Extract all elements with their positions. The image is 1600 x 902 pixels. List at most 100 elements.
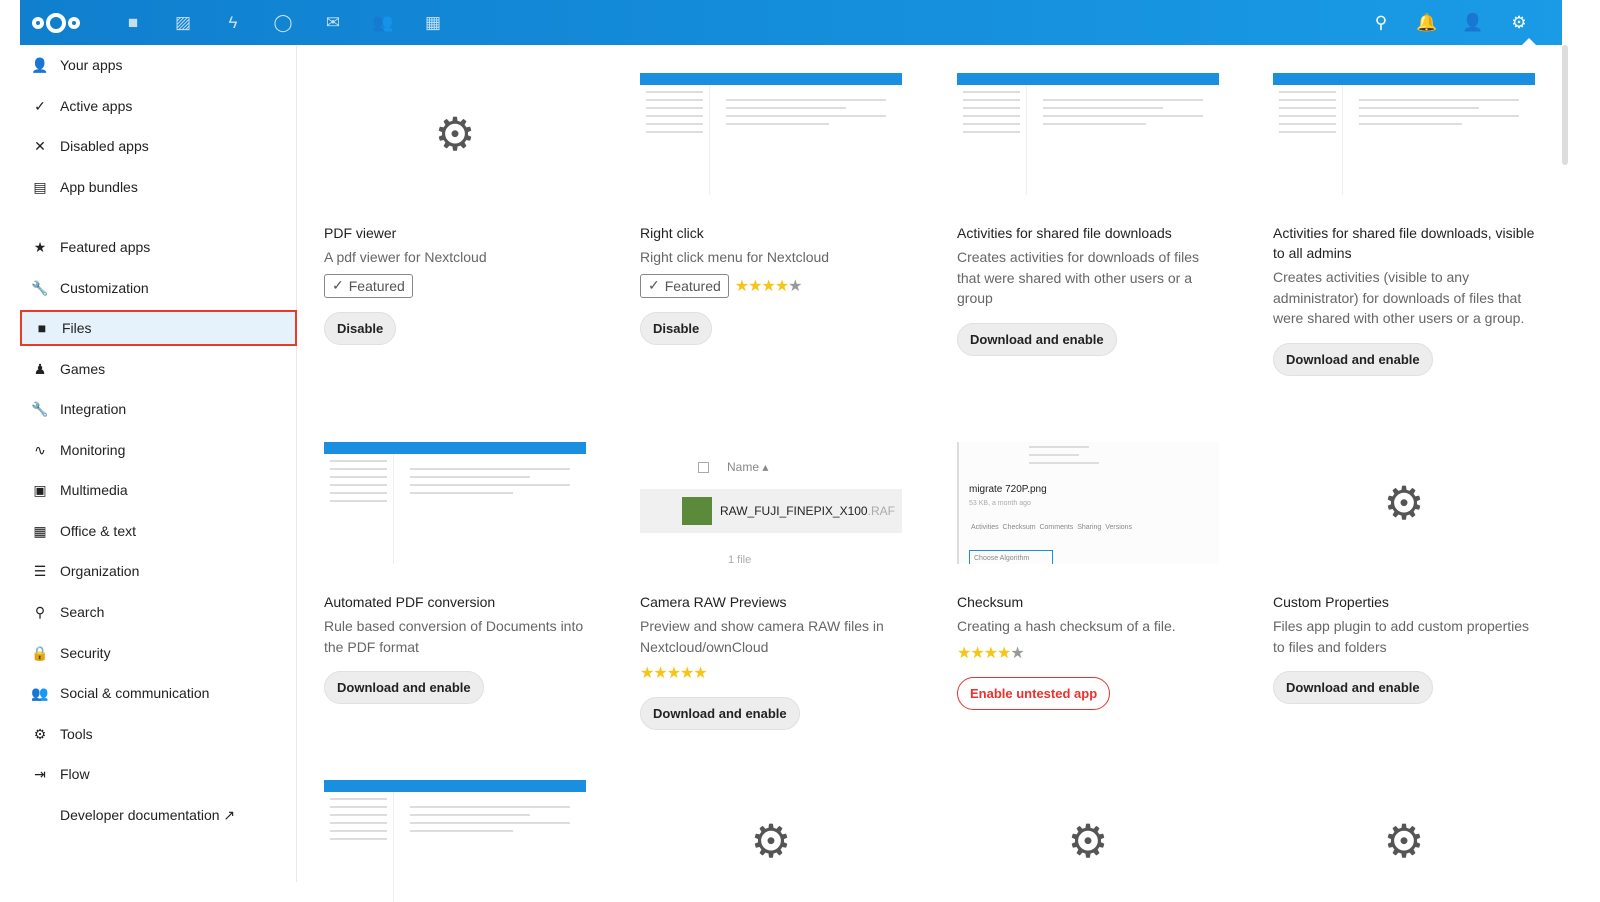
sidebar-item-label: Search [60, 604, 105, 620]
sidebar-item-label: Security [60, 645, 111, 661]
sidebar-item-developer-documentation[interactable]: Developer documentation ↗ [20, 797, 297, 833]
sidebar-item-featured-apps[interactable]: ★ Featured apps [20, 229, 297, 265]
user-icon: 👤 [31, 56, 49, 73]
app-card: ⚙ [957, 780, 1219, 902]
app-description: Creates activities for downloads of file… [957, 249, 1199, 306]
download-enable-button[interactable]: Download and enable [957, 322, 1117, 356]
sidebar-item-label: Featured apps [60, 239, 151, 255]
app-title[interactable]: Activities for shared file downloads [957, 225, 1172, 241]
app-card: ⚙ [1273, 780, 1535, 902]
image-icon: ▣ [33, 481, 47, 498]
app-screenshot: migrate 720P.png 53 KB, a month ago Acti… [957, 442, 1219, 564]
file-name: RAW_FUJI_FINEPIX_X100 [720, 504, 868, 518]
featured-label: Featured [348, 277, 405, 294]
pulse-icon: ∿ [34, 441, 46, 458]
active-caret [1522, 38, 1536, 45]
nextcloud-logo[interactable] [32, 9, 90, 37]
enable-untested-button[interactable]: Enable untested app [957, 676, 1111, 710]
contacts-menu-icon[interactable]: 👤 [1462, 12, 1484, 32]
close-icon: ✕ [34, 137, 46, 154]
sidebar-item-label: Tools [60, 726, 93, 742]
app-card: migrate 720P.png 53 KB, a month ago Acti… [957, 442, 1219, 710]
contacts-icon[interactable]: 👥 [372, 12, 394, 32]
sidebar-tabs: Activities Checksum Comments Sharing Ver… [971, 524, 1133, 531]
sidebar-item-label: Multimedia [60, 482, 128, 498]
app-title[interactable]: Automated PDF conversion [324, 594, 496, 610]
sidebar-item-multimedia[interactable]: ▣ Multimedia [20, 472, 297, 508]
sidebar-item-flow[interactable]: ⇥ Flow [20, 756, 297, 792]
app-rating: ★★★★★ [640, 665, 708, 682]
mail-icon[interactable]: ✉ [325, 12, 341, 32]
column-name: Name [727, 460, 760, 474]
download-enable-button[interactable]: Download and enable [324, 671, 484, 704]
star-icon: ★ [33, 238, 47, 255]
gear-icon: ⚙ [33, 725, 47, 742]
app-rating: ★★★★★ [734, 277, 803, 295]
sidebar-item-search[interactable]: ⚲ Search [20, 594, 297, 630]
sidebar-item-tools[interactable]: ⚙ Tools [20, 716, 297, 752]
sidebar-item-office-text[interactable]: ▦ Office & text [20, 513, 297, 549]
disable-button[interactable]: Disable [640, 311, 713, 345]
app-title[interactable]: Checksum [957, 594, 1024, 610]
download-enable-button[interactable]: Download and enable [1273, 671, 1433, 704]
calendar-icon[interactable]: ▦ [424, 12, 442, 32]
sidebar-item-label: Your apps [60, 57, 123, 73]
sidebar-item-label: Developer documentation ↗ [60, 806, 236, 823]
sidebar-item-security[interactable]: 🔒 Security [20, 635, 297, 671]
scrollbar[interactable] [1562, 45, 1568, 165]
sidebar-item-label: App bundles [60, 179, 138, 195]
disable-button[interactable]: Disable [324, 311, 397, 345]
search-icon[interactable]: ⚲ [1374, 12, 1388, 32]
app-card: Activities for shared file downloads, vi… [1273, 73, 1535, 376]
sidebar-item-app-bundles[interactable]: ▤ App bundles [20, 169, 297, 205]
app-description: Right click menu for Nextcloud [640, 249, 830, 265]
sidebar-item-label: Social & communication [60, 685, 210, 701]
app-description: Files app plugin to add custom propertie… [1273, 618, 1530, 655]
sidebar-item-social-communication[interactable]: 👥 Social & communication [20, 675, 297, 711]
file-name: migrate 720P.png [969, 484, 1047, 495]
app-screenshot [957, 73, 1219, 195]
app-title[interactable]: Camera RAW Previews [640, 594, 787, 610]
search-icon: ⚲ [34, 603, 46, 620]
sidebar-item-organization[interactable]: ☰ Organization [20, 553, 297, 589]
file-ext: .RAF [867, 504, 895, 518]
sidebar-item-your-apps[interactable]: 👤 Your apps [20, 47, 297, 83]
app-description: Creates activities (visible to any admin… [1273, 269, 1525, 326]
app-screenshot [640, 73, 902, 195]
app-title[interactable]: PDF viewer [324, 225, 397, 241]
algorithm-select: Choose Algorithm [969, 550, 1053, 564]
download-enable-button[interactable]: Download and enable [640, 697, 800, 730]
sidebar-item-label: Monitoring [60, 442, 126, 458]
app-title[interactable]: Right click [640, 225, 704, 241]
notifications-icon[interactable]: 🔔 [1416, 12, 1438, 32]
featured-badge: ✓ Featured [324, 273, 413, 298]
sidebar-item-disabled-apps[interactable]: ✕ Disabled apps [20, 128, 297, 164]
settings-icon[interactable]: ⚙ [1511, 12, 1527, 32]
app-card: Automated PDF conversion Rule based conve… [324, 442, 586, 704]
sidebar-item-customization[interactable]: 🔧 Customization [20, 270, 297, 306]
users-icon: 👥 [31, 684, 49, 701]
app-card: Right click Right click menu for Nextclou… [640, 73, 902, 345]
app-card: ⚙ Custom Properties Files app plugin to ad… [1273, 442, 1535, 704]
sidebar-item-label: Integration [60, 401, 127, 417]
files-icon[interactable]: ■ [127, 12, 139, 32]
app-title[interactable]: Custom Properties [1273, 594, 1389, 610]
download-enable-button[interactable]: Download and enable [1273, 342, 1433, 376]
check-icon: ✓ [332, 277, 344, 293]
app-icon-gear: ⚙ [957, 780, 1219, 902]
app-screenshot: Name ▴ RAW_FUJI_FINEPIX_X100 .RAF 1 file [640, 442, 902, 564]
sidebar-item-integration[interactable]: 🔧 Integration [20, 391, 297, 427]
flow-icon: ⇥ [34, 765, 46, 782]
search-talk-icon[interactable]: ◯ [273, 12, 293, 32]
sidebar-item-label: Customization [60, 280, 149, 296]
sidebar-item-games[interactable]: ♟ Games [20, 351, 297, 387]
app-card [324, 780, 586, 902]
sidebar-item-monitoring[interactable]: ∿ Monitoring [20, 432, 297, 468]
sidebar-item-files[interactable]: ■ Files [20, 310, 297, 346]
archive-icon: ▤ [33, 178, 47, 195]
activity-icon[interactable]: ϟ [228, 12, 238, 32]
folder-icon: ■ [37, 320, 47, 336]
app-title[interactable]: Activities for shared file downloads, vi… [1273, 225, 1535, 261]
sidebar-item-active-apps[interactable]: ✓ Active apps [20, 88, 297, 124]
photos-icon[interactable]: ▨ [174, 12, 192, 32]
